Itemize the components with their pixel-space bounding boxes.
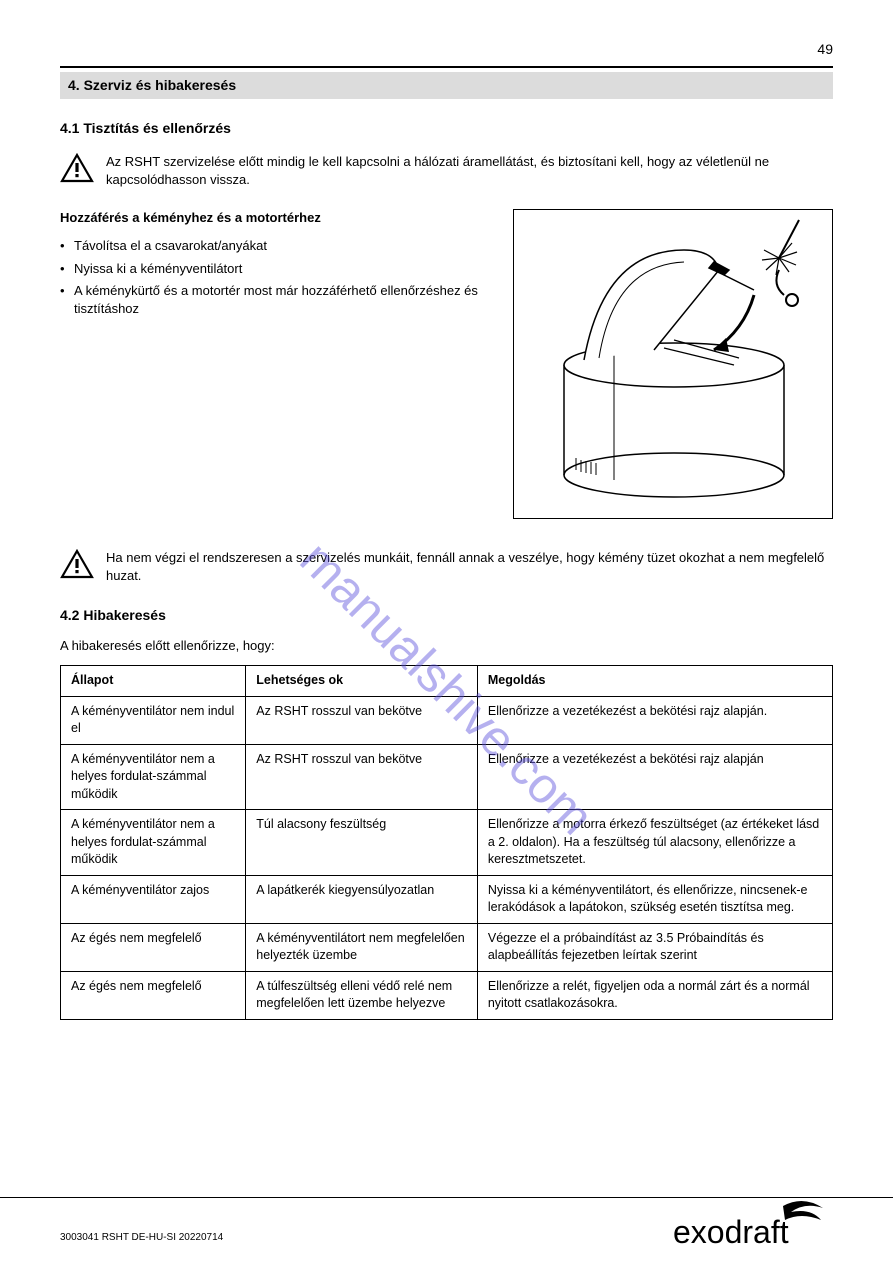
cell: A kéményventilátort nem megfelelően hely…	[246, 923, 478, 971]
cell: Az égés nem megfelelő	[61, 923, 246, 971]
page-footer: 3003041 RSHT DE-HU-SI 20220714 exodraft	[0, 1197, 893, 1253]
table-row: Az égés nem megfelelő A kéményventilátor…	[61, 923, 833, 971]
troubleshoot-intro: A hibakeresés előtt ellenőrizze, hogy:	[60, 637, 833, 655]
table-row: Az égés nem megfelelő A túlfeszültség el…	[61, 971, 833, 1019]
cell: Ellenőrizze a relét, figyeljen oda a nor…	[477, 971, 832, 1019]
cell: Végezze el a próbaindítást az 3.5 Próbai…	[477, 923, 832, 971]
cell: A kéményventilátor nem a helyes fordulat…	[61, 744, 246, 810]
cell: Az égés nem megfelelő	[61, 971, 246, 1019]
table-row: A kéményventilátor nem indul el Az RSHT …	[61, 696, 833, 744]
warning-triangle-icon	[60, 153, 94, 183]
cell: Az RSHT rosszul van bekötve	[246, 744, 478, 810]
cell: Túl alacsony feszültség	[246, 810, 478, 876]
footer-code: 3003041 RSHT DE-HU-SI 20220714	[60, 1231, 223, 1253]
cell: A lapátkerék kiegyensúlyozatlan	[246, 875, 478, 923]
access-step: Távolítsa el a csavarokat/anyákat	[60, 237, 493, 255]
cell: A kéményventilátor nem a helyes fordulat…	[61, 810, 246, 876]
table-header: Lehetséges ok	[246, 666, 478, 697]
chimney-fan-diagram	[513, 209, 833, 519]
cell: Ellenőrizze a vezetékezést a bekötési ra…	[477, 744, 832, 810]
svg-text:exodraft: exodraft	[673, 1214, 789, 1250]
warning-text-1: Az RSHT szervizelése előtt mindig le kel…	[106, 153, 833, 189]
table-header: Megoldás	[477, 666, 832, 697]
subsection-title-2: 4.2 Hibakeresés	[60, 606, 833, 626]
cell: A kéményventilátor nem indul el	[61, 696, 246, 744]
section-heading: 4. Szerviz és hibakeresés	[60, 72, 833, 100]
access-step: Nyissa ki a kéményventilátort	[60, 260, 493, 278]
cell: Nyissa ki a kéményventilátort, és ellenő…	[477, 875, 832, 923]
page-number: 49	[60, 40, 833, 68]
troubleshoot-table: Állapot Lehetséges ok Megoldás A kéményv…	[60, 665, 833, 1020]
cell: A kéményventilátor zajos	[61, 875, 246, 923]
cell: Ellenőrizze a vezetékezést a bekötési ra…	[477, 696, 832, 744]
table-row: A kéményventilátor nem a helyes fordulat…	[61, 744, 833, 810]
cell: Ellenőrizze a motorra érkező feszültsége…	[477, 810, 832, 876]
table-row: A kéményventilátor nem a helyes fordulat…	[61, 810, 833, 876]
warning-text-2: Ha nem végzi el rendszeresen a szervizel…	[106, 549, 833, 585]
subsection-title-1: 4.1 Tisztítás és ellenőrzés	[60, 119, 833, 139]
table-row: A kéményventilátor zajos A lapátkerék ki…	[61, 875, 833, 923]
access-step: A kéménykürtő és a motortér most már hoz…	[60, 282, 493, 318]
access-label: Hozzáférés a kéményhez és a motortérhez	[60, 209, 493, 227]
cell: A túlfeszültség elleni védő relé nem meg…	[246, 971, 478, 1019]
cell: Az RSHT rosszul van bekötve	[246, 696, 478, 744]
warning-triangle-icon	[60, 549, 94, 579]
exodraft-logo: exodraft	[673, 1198, 833, 1253]
table-header: Állapot	[61, 666, 246, 697]
